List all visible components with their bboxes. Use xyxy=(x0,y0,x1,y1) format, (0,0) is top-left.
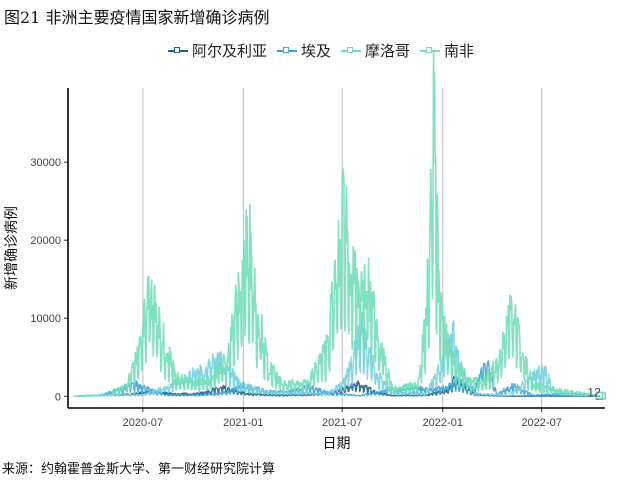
legend-item-1: 埃及 xyxy=(277,40,331,61)
chart-legend: 阿尔及利亚 埃及 摩洛哥 南非 xyxy=(168,40,484,61)
x-tick-label-2: 2021-07 xyxy=(322,417,362,429)
legend-swatch-1 xyxy=(277,44,298,58)
chart-annotation: 12 xyxy=(587,385,601,399)
y-tick-label-1: 10000 xyxy=(30,313,61,325)
legend-label-1: 埃及 xyxy=(301,42,332,60)
series-line-3 xyxy=(73,50,600,398)
series-line-2 xyxy=(73,311,603,397)
y-tick-label-2: 20000 xyxy=(30,235,61,247)
x-tick-label-3: 2022-01 xyxy=(423,417,463,429)
x-tick-label-0: 2020-07 xyxy=(123,417,163,429)
legend-swatch-2 xyxy=(341,44,362,58)
x-tick-label-1: 2021-01 xyxy=(223,417,263,429)
y-tick-label-0: 0 xyxy=(55,391,61,403)
series-group xyxy=(73,50,607,400)
legend-swatch-0 xyxy=(168,44,188,58)
source-note: 来源：约翰霍普金斯大学、第一财经研究院计算 xyxy=(2,462,276,477)
series-line-1 xyxy=(73,360,600,397)
x-axis-title: 日期 xyxy=(323,436,351,452)
series-end-marker-3 xyxy=(595,391,604,400)
y-axis-title: 新增确诊病例 xyxy=(4,206,20,290)
legend-item-2: 摩洛哥 xyxy=(341,40,410,61)
legend-item-0: 阿尔及利亚 xyxy=(168,40,267,61)
legend-swatch-3 xyxy=(420,44,441,58)
legend-label-0: 阿尔及利亚 xyxy=(192,42,268,60)
figure-title: 图21 非洲主要疫情国家新增确诊病例 xyxy=(4,8,270,27)
axes: 2020-07 2021-01 2021-07 2022-01 2022-07 0 1000… xyxy=(30,88,605,429)
legend-item-3: 南非 xyxy=(420,40,474,61)
legend-label-3: 南非 xyxy=(444,42,475,60)
legend-label-2: 摩洛哥 xyxy=(365,42,411,60)
x-tick-label-4: 2022-07 xyxy=(521,417,561,429)
y-tick-label-3: 30000 xyxy=(30,157,61,169)
